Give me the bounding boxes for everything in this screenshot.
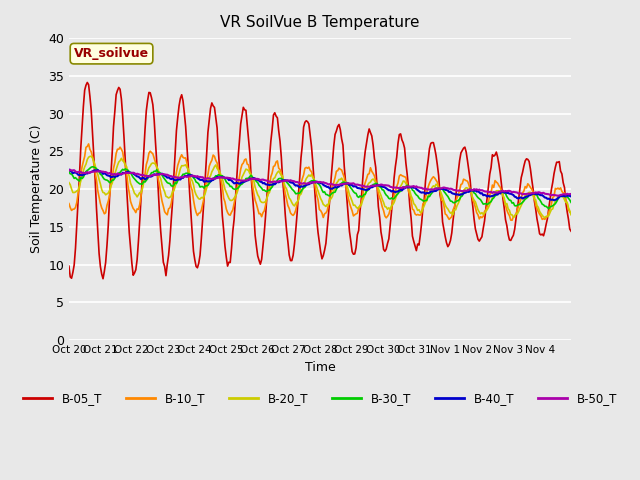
Legend: B-05_T, B-10_T, B-20_T, B-30_T, B-40_T, B-50_T: B-05_T, B-10_T, B-20_T, B-30_T, B-40_T, … (18, 387, 622, 410)
Title: VR SoilVue B Temperature: VR SoilVue B Temperature (220, 15, 420, 30)
Y-axis label: Soil Temperature (C): Soil Temperature (C) (29, 125, 43, 253)
Text: VR_soilvue: VR_soilvue (74, 47, 149, 60)
X-axis label: Time: Time (305, 360, 335, 373)
